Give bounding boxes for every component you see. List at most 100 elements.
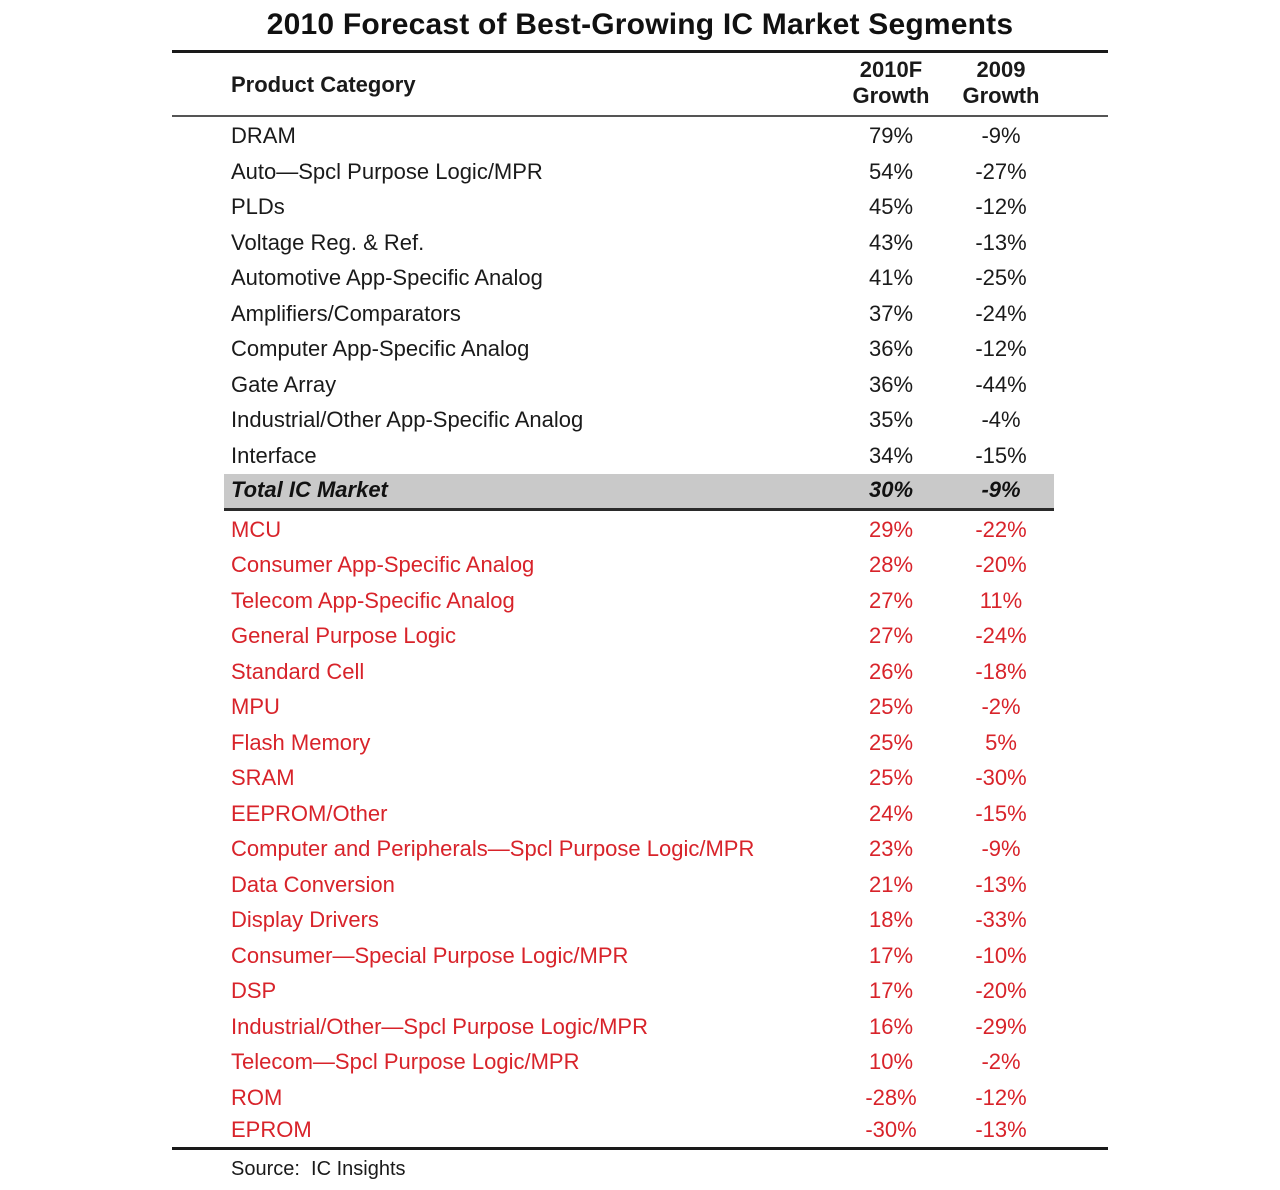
- row-growth-2010f: 25%: [868, 729, 914, 755]
- row-growth-2009: -22%: [975, 516, 1027, 542]
- table-row: Display Drivers 18% -33%: [0, 905, 1280, 935]
- row-growth-2010f: 16%: [868, 1013, 914, 1039]
- table-row: MPU 25% -2%: [0, 692, 1280, 722]
- row-growth-2010f: 36%: [868, 336, 914, 361]
- table-row: Computer App-Specific Analog 36% -12%: [0, 334, 1280, 364]
- table-row: Industrial/Other App-Specific Analog 35% -…: [0, 405, 1280, 435]
- row-growth-2009: -10%: [975, 942, 1027, 968]
- row-category: Automotive App-Specific Analog: [231, 265, 543, 290]
- row-category: EPROM: [231, 1117, 312, 1142]
- row-category: Industrial/Other App-Specific Analog: [231, 407, 584, 432]
- row-growth-2009: -4%: [981, 407, 1021, 432]
- row-growth-2010f: 79%: [868, 123, 914, 148]
- row-growth-2009: -33%: [975, 907, 1027, 932]
- row-category: ROM: [231, 1084, 283, 1110]
- row-growth-2009: -30%: [975, 765, 1027, 790]
- table-row: SRAM 25% -30%: [0, 763, 1280, 793]
- row-category: Industrial/Other—Spcl Purpose Logic/MPR: [231, 1013, 648, 1039]
- row-growth-2010f: 45%: [868, 194, 914, 219]
- table-row: Telecom—Spcl Purpose Logic/MPR 10% -2%: [0, 1047, 1280, 1077]
- row-category: DSP: [231, 978, 277, 1003]
- table-row: DRAM 79% -9%: [0, 121, 1280, 151]
- row-growth-2010f: -28%: [865, 1084, 917, 1110]
- total-row: Total IC Market 30% -9%: [0, 475, 1280, 505]
- row-growth-2010f: 27%: [868, 587, 914, 613]
- row-growth-2010f: 25%: [868, 694, 914, 719]
- row-category: Interface: [231, 442, 317, 468]
- row-category: Total IC Market: [231, 477, 388, 502]
- row-growth-2010f: 17%: [868, 942, 914, 968]
- table-row: Voltage Reg. & Ref. 43% -13%: [0, 228, 1280, 258]
- bottom-rule: [172, 1147, 1108, 1150]
- header-rule: [172, 115, 1108, 117]
- row-growth-2009: 5%: [985, 729, 1017, 755]
- row-growth-2010f: 10%: [868, 1049, 914, 1074]
- row-growth-2009: -12%: [975, 336, 1027, 361]
- row-category: EEPROM/Other: [231, 800, 388, 826]
- row-category: Consumer App-Specific Analog: [231, 552, 535, 577]
- row-growth-2009: -12%: [975, 194, 1027, 219]
- row-growth-2009: -9%: [981, 836, 1021, 861]
- row-category: Computer and Peripherals—Spcl Purpose Lo…: [231, 836, 755, 861]
- row-category: PLDs: [231, 194, 285, 219]
- row-category: Gate Array: [231, 371, 337, 397]
- row-growth-2010f: 21%: [868, 871, 914, 897]
- header-2010f-line1: 2010F: [859, 57, 923, 82]
- row-growth-2010f: 37%: [868, 300, 914, 326]
- total-row-highlight: [224, 474, 1054, 511]
- table-row: Flash Memory 25% 5%: [0, 728, 1280, 758]
- table-row: Telecom App-Specific Analog 27% 11%: [0, 586, 1280, 616]
- row-category: Standard Cell: [231, 658, 365, 684]
- row-category: DRAM: [231, 123, 296, 148]
- source-note: Source: IC Insights: [231, 1158, 406, 1180]
- row-growth-2009: -27%: [975, 158, 1027, 184]
- table-row: Automotive App-Specific Analog 41% -25%: [0, 263, 1280, 293]
- row-growth-2010f: 18%: [868, 907, 914, 932]
- row-growth-2010f: 54%: [868, 158, 914, 184]
- table-row: Consumer—Special Purpose Logic/MPR 17% -10…: [0, 941, 1280, 971]
- table-row: Standard Cell 26% -18%: [0, 657, 1280, 687]
- row-growth-2009: -13%: [975, 1117, 1027, 1142]
- row-category: Flash Memory: [231, 729, 371, 755]
- table-row: General Purpose Logic 27% -24%: [0, 621, 1280, 651]
- row-growth-2009: -24%: [975, 623, 1027, 648]
- row-growth-2010f: 28%: [868, 552, 914, 577]
- row-category: Computer App-Specific Analog: [231, 336, 530, 361]
- row-growth-2009: -9%: [981, 477, 1021, 502]
- row-growth-2010f: 43%: [868, 229, 914, 255]
- row-growth-2010f: 17%: [868, 978, 914, 1003]
- row-growth-2009: -15%: [975, 800, 1027, 826]
- header-product-category: Product Category: [231, 72, 416, 97]
- row-category: Display Drivers: [231, 907, 379, 932]
- row-category: Amplifiers/Comparators: [231, 300, 461, 326]
- table-row: ROM -28% -12%: [0, 1083, 1280, 1113]
- table-row: Interface 34% -15%: [0, 441, 1280, 471]
- header-2009-line1: 2009: [976, 57, 1026, 82]
- row-growth-2009: -13%: [975, 229, 1027, 255]
- row-category: Telecom—Spcl Purpose Logic/MPR: [231, 1049, 580, 1074]
- top-rule: [172, 50, 1108, 53]
- table-row: Industrial/Other—Spcl Purpose Logic/MPR 1…: [0, 1012, 1280, 1042]
- row-growth-2009: -44%: [975, 371, 1027, 397]
- row-growth-2009: -29%: [975, 1013, 1027, 1039]
- row-category: Voltage Reg. & Ref.: [231, 229, 425, 255]
- row-growth-2009: -9%: [981, 123, 1021, 148]
- table-row: Computer and Peripherals—Spcl Purpose Lo…: [0, 834, 1280, 864]
- header-2010f-growth: 2010F Growth: [826, 57, 956, 109]
- row-growth-2010f: 24%: [868, 800, 914, 826]
- row-growth-2010f: 41%: [868, 265, 914, 290]
- table-row: Consumer App-Specific Analog 28% -20%: [0, 550, 1280, 580]
- table-row: EEPROM/Other 24% -15%: [0, 799, 1280, 829]
- row-category: MPU: [231, 694, 280, 719]
- row-category: MCU: [231, 516, 282, 542]
- table-row: Data Conversion 21% -13%: [0, 870, 1280, 900]
- table-row: Gate Array 36% -44%: [0, 370, 1280, 400]
- row-growth-2010f: 26%: [868, 658, 914, 684]
- row-growth-2010f: -30%: [865, 1117, 917, 1142]
- row-category: Telecom App-Specific Analog: [231, 587, 515, 613]
- row-growth-2010f: 25%: [868, 765, 914, 790]
- row-category: Data Conversion: [231, 871, 395, 897]
- row-growth-2009: -13%: [975, 871, 1027, 897]
- row-category: Consumer—Special Purpose Logic/MPR: [231, 942, 629, 968]
- row-growth-2009: -18%: [975, 658, 1027, 684]
